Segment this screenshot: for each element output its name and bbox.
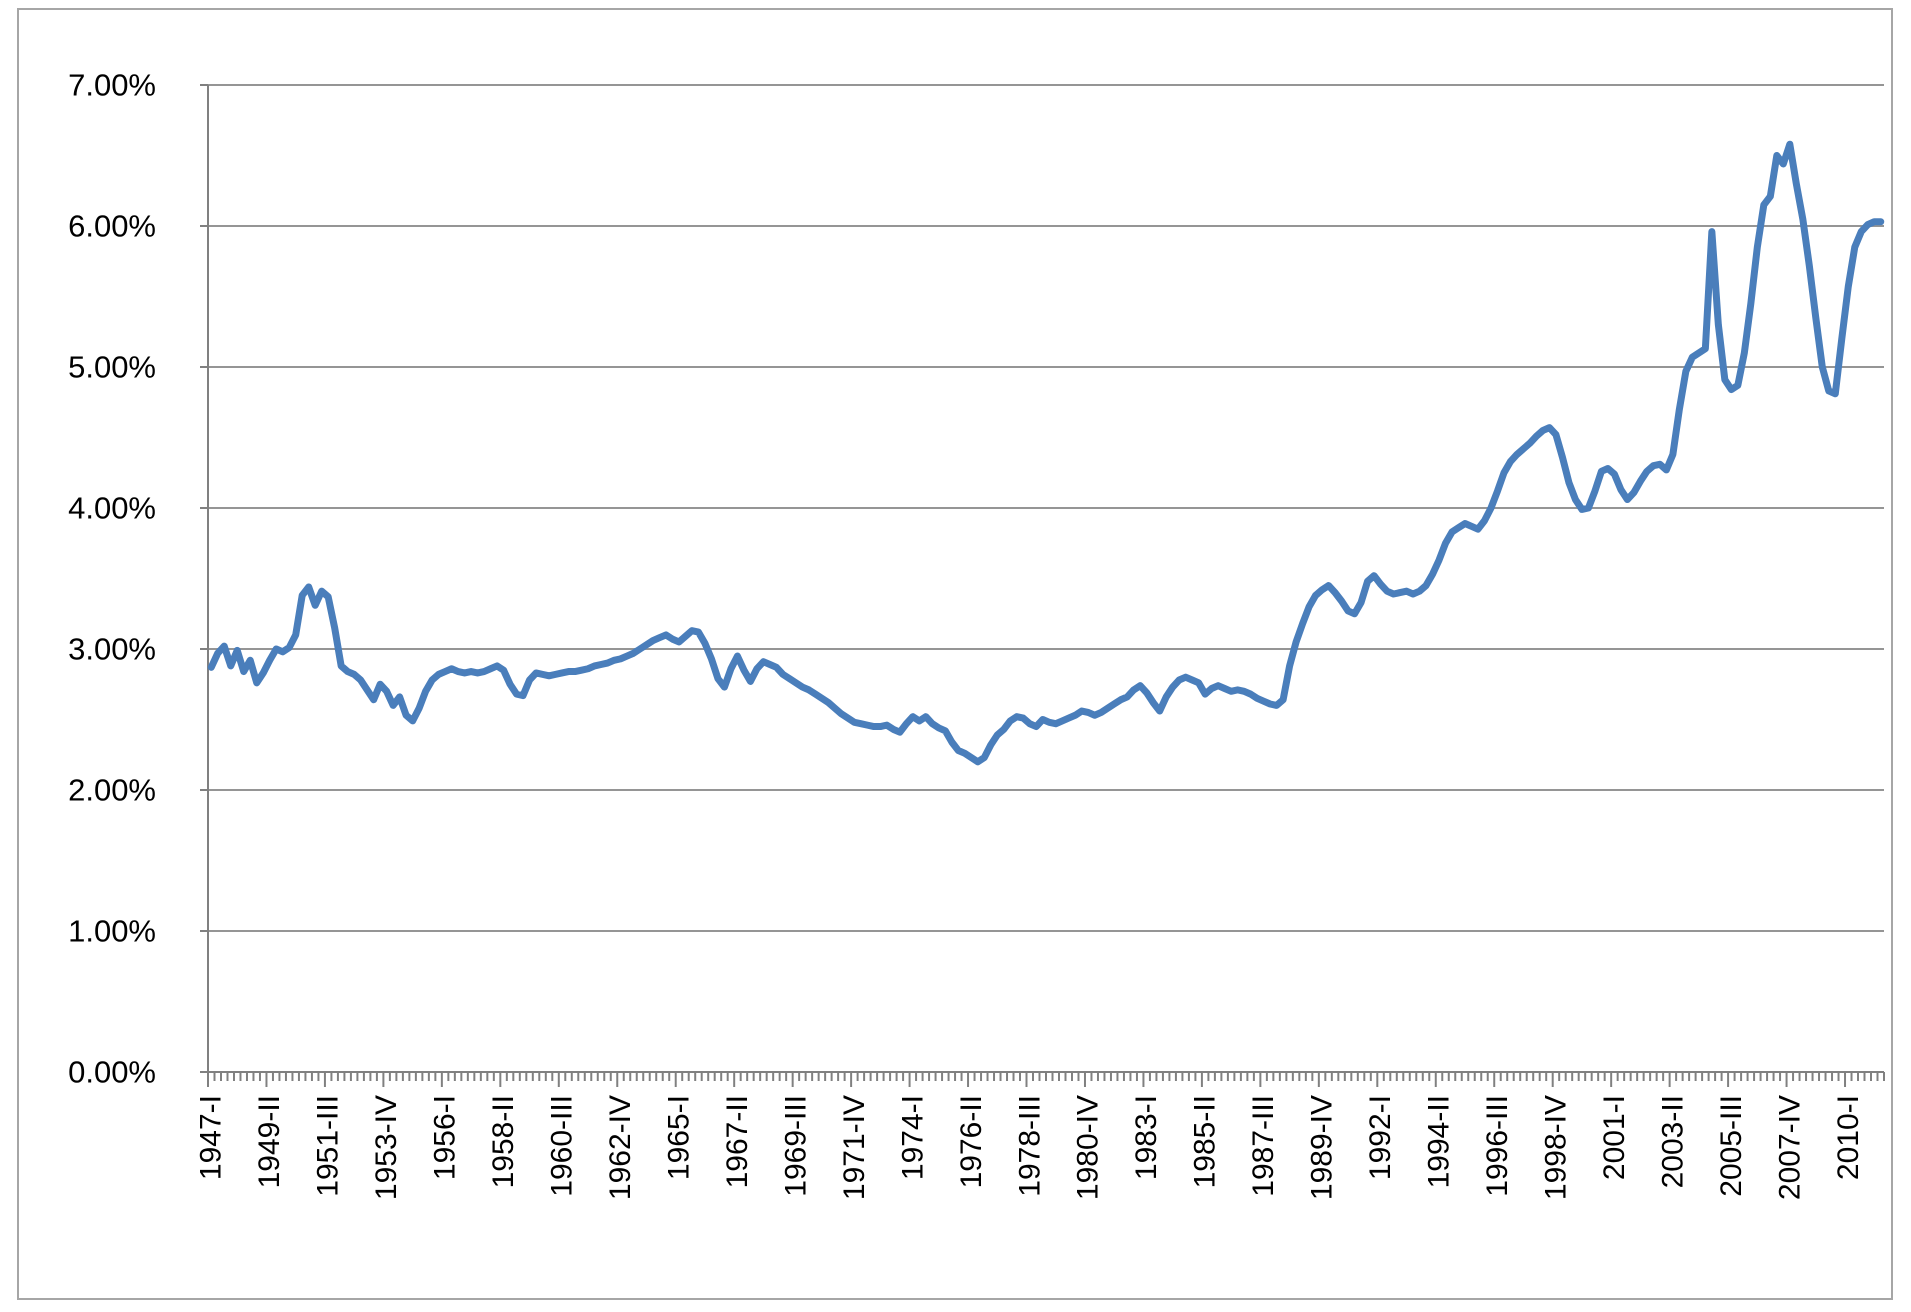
data-series-line bbox=[207, 140, 1885, 766]
x-axis-tick-label: 1956-I bbox=[429, 1095, 462, 1180]
x-axis-tick-label: 1989-IV bbox=[1306, 1095, 1339, 1200]
y-axis-tick-label: 7.00% bbox=[68, 68, 156, 103]
x-axis-tick-label: 1960-III bbox=[546, 1095, 579, 1197]
y-axis-tick-label: 0.00% bbox=[68, 1055, 156, 1090]
x-axis-tick-label: 1953-IV bbox=[370, 1095, 403, 1200]
y-axis-tick-label: 5.00% bbox=[68, 350, 156, 385]
x-axis-tick-label: 2001-I bbox=[1598, 1095, 1631, 1180]
x-axis-tick-label: 1992-I bbox=[1364, 1095, 1397, 1180]
x-axis-tick-label: 1998-IV bbox=[1539, 1095, 1572, 1200]
x-axis-tick-label: 1965-I bbox=[662, 1095, 695, 1180]
x-axis-tick-label: 1976-II bbox=[955, 1095, 988, 1188]
x-axis-tick-label: 1971-IV bbox=[838, 1095, 871, 1200]
y-axis-tick-label: 3.00% bbox=[68, 632, 156, 667]
x-axis-tick-label: 1967-II bbox=[721, 1095, 754, 1188]
x-axis-tick-label: 1983-I bbox=[1130, 1095, 1163, 1180]
x-axis-tick-label: 1947-I bbox=[195, 1095, 228, 1180]
x-axis-tick-label: 1985-II bbox=[1189, 1095, 1222, 1188]
x-axis-tick-label: 2005-III bbox=[1715, 1095, 1748, 1197]
x-axis-tick-label: 2010-I bbox=[1832, 1095, 1865, 1180]
y-axis-tick-label: 1.00% bbox=[68, 914, 156, 949]
x-axis-tick-label: 1987-III bbox=[1247, 1095, 1280, 1197]
x-axis-tick-label: 1994-II bbox=[1423, 1095, 1456, 1188]
y-axis-tick-label: 2.00% bbox=[68, 773, 156, 808]
x-axis-tick-label: 1951-III bbox=[312, 1095, 345, 1197]
x-axis-tick-label: 1962-IV bbox=[604, 1095, 637, 1200]
chart-frame: 0.00% 1.00% 2.00% 3.00% 4.00% 5.00% 6.00% 7.00%… bbox=[17, 8, 1893, 1300]
x-axis-tick-label: 1949-II bbox=[253, 1095, 286, 1188]
x-axis-tick-label: 1969-III bbox=[779, 1095, 812, 1197]
x-axis-tick-label: 1996-III bbox=[1481, 1095, 1514, 1197]
y-axis-tick-label: 6.00% bbox=[68, 209, 156, 244]
x-axis-tick-label: 2007-IV bbox=[1773, 1095, 1806, 1200]
x-axis-tick-label: 2003-II bbox=[1656, 1095, 1689, 1188]
x-axis-tick-label: 1978-III bbox=[1013, 1095, 1046, 1197]
y-axis-tick-label: 4.00% bbox=[68, 491, 156, 526]
x-axis-tick-label: 1974-I bbox=[896, 1095, 929, 1180]
line-chart-canvas: 0.00% 1.00% 2.00% 3.00% 4.00% 5.00% 6.00% 7.00%… bbox=[68, 68, 1885, 1200]
x-axis-tick-label: 1958-II bbox=[487, 1095, 520, 1188]
x-axis-tick-label: 1980-IV bbox=[1072, 1095, 1105, 1200]
